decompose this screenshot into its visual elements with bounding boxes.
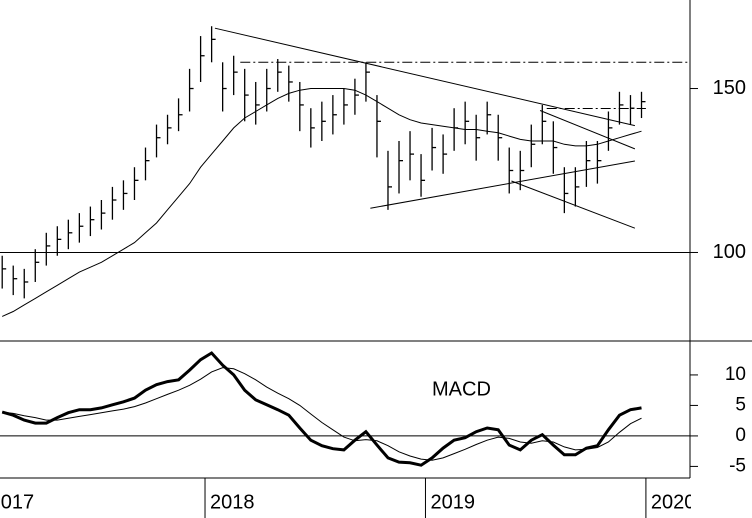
x-tick-label: 2019 [430, 491, 475, 513]
trendline [511, 180, 636, 229]
signal-line [2, 367, 642, 461]
x-tick-label: 2017 [0, 491, 34, 513]
y-tick-label: 10 [725, 364, 746, 385]
x-tick-label: 2020 [651, 491, 696, 513]
trendline [539, 110, 636, 150]
y-tick-label: 0 [735, 425, 746, 446]
y-tick-label: 100 [713, 241, 746, 263]
axis-area [691, 479, 752, 518]
trendline [370, 160, 635, 209]
y-tick-label: 5 [735, 394, 746, 415]
moving-average [1, 88, 642, 317]
y-tick-label: 150 [713, 77, 746, 99]
macd-line [1, 351, 642, 467]
macd-label: MACD [432, 378, 491, 400]
y-tick-label: -5 [729, 455, 746, 476]
trendline [214, 27, 636, 127]
x-tick-label: 2018 [210, 491, 255, 513]
